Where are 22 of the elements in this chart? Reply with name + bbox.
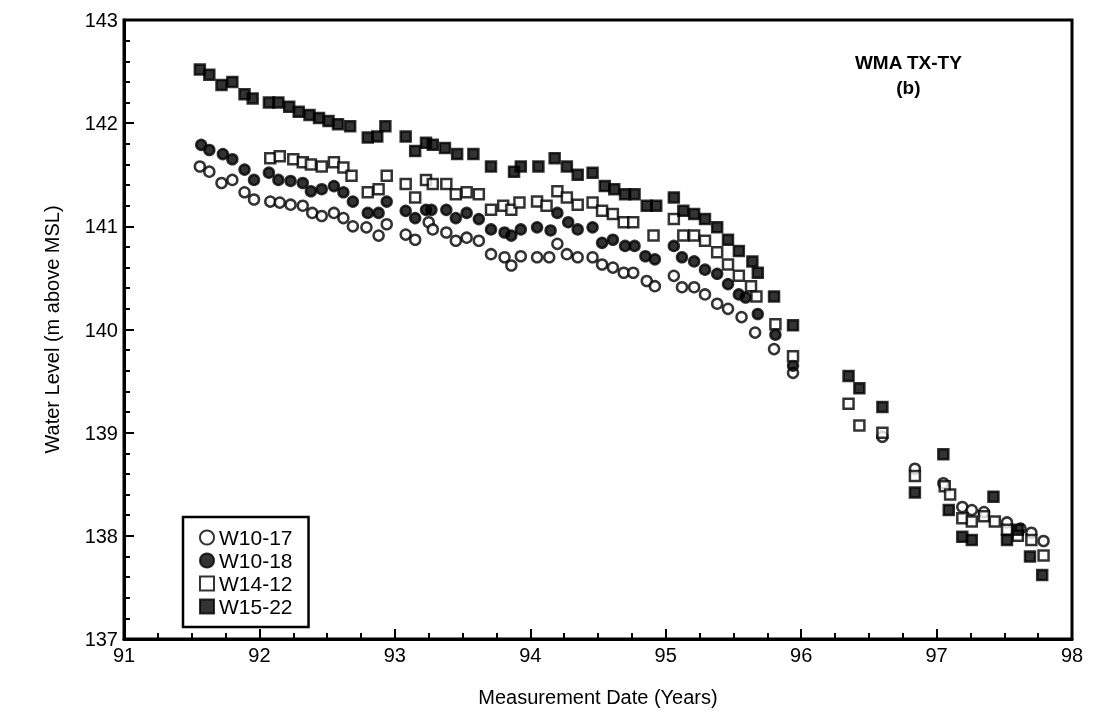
- x-tick-label: 92: [248, 644, 271, 666]
- legend-label: W10-18: [219, 549, 293, 572]
- y-tick-label: 139: [84, 421, 118, 444]
- legend-label: W10-17: [219, 526, 293, 549]
- y-tick-label: 143: [84, 9, 118, 31]
- x-tick-label: 96: [790, 644, 813, 666]
- x-tick-label: 97: [925, 644, 948, 666]
- legend-label: W14-12: [219, 572, 293, 595]
- x-tick-label: 95: [654, 644, 677, 666]
- y-tick-label: 141: [84, 215, 118, 238]
- text: (b): [896, 77, 921, 98]
- x-tick-label: 94: [519, 644, 542, 666]
- y-tick-label: 140: [84, 318, 118, 341]
- x-tick-label: 93: [383, 644, 406, 666]
- y-tick-label: 142: [84, 112, 118, 135]
- x-axis-title: Measurement Date (Years): [478, 686, 718, 708]
- x-tick-label: 91: [112, 644, 136, 666]
- x-tick-label: 98: [1060, 644, 1084, 666]
- y-axis-title: Water Level (m above MSL): [41, 205, 63, 454]
- y-tick-label: 138: [84, 524, 118, 547]
- text: WMA TX-TY: [854, 52, 963, 73]
- legend-label: W15-22: [219, 595, 293, 618]
